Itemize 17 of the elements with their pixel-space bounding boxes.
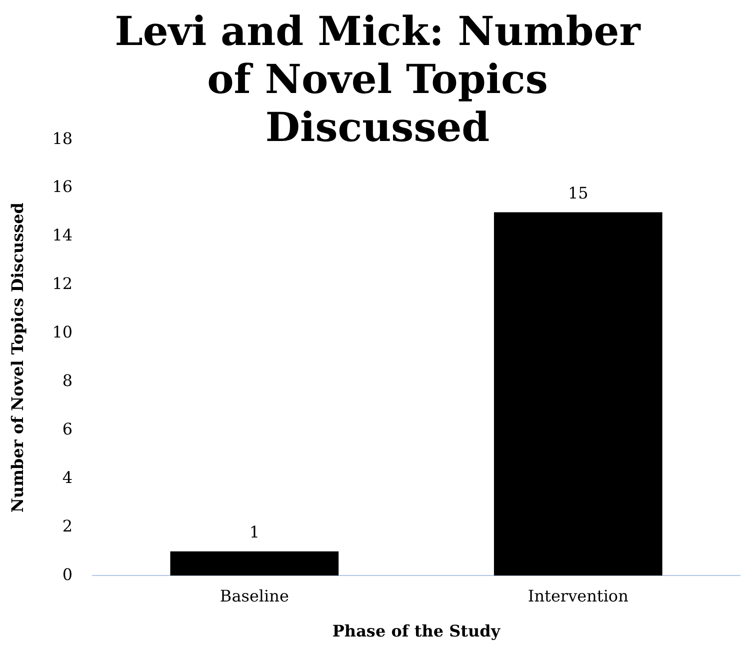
y-tick-label: 12 <box>52 274 73 294</box>
y-tick-label: 14 <box>52 226 73 245</box>
y-tick-label: 10 <box>52 322 73 342</box>
x-axis-title: Phase of the Study <box>332 622 501 641</box>
y-tick-label: 0 <box>62 564 73 584</box>
y-tick-label: 2 <box>62 516 73 536</box>
x-tick-label: Baseline <box>220 586 289 606</box>
y-tick-label: 18 <box>52 128 73 148</box>
chart-title: Levi and Mick: Number of Novel Topics Discussed <box>114 8 642 152</box>
y-tick-label: 6 <box>62 419 73 438</box>
y-tick-label: 8 <box>62 370 73 390</box>
x-tick-label: Intervention <box>528 586 628 606</box>
y-tick-label: 4 <box>62 468 73 487</box>
y-tick-label: 16 <box>52 177 73 196</box>
y-axis-title: Number of Novel Topics Discussed <box>8 202 27 513</box>
data-label: 15 <box>568 183 588 202</box>
data-label: 1 <box>249 522 260 542</box>
